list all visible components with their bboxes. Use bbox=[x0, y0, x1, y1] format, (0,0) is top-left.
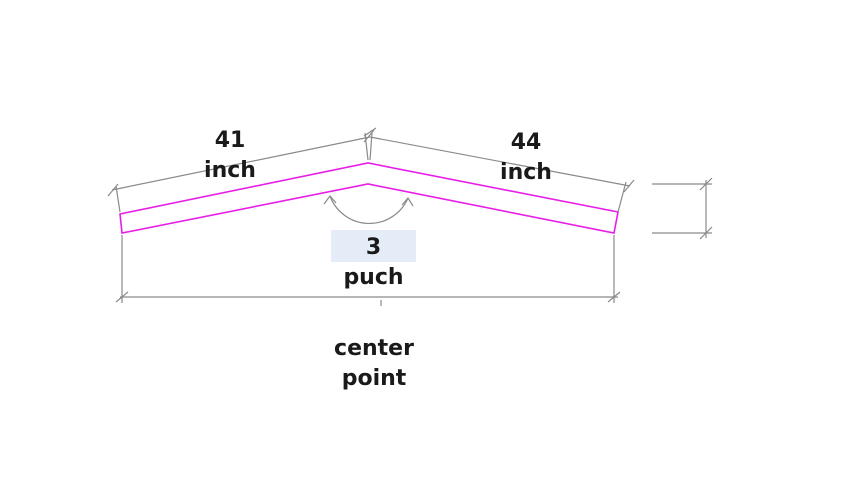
bend-label-highlight bbox=[331, 230, 416, 262]
bend-arc-arrow-left bbox=[323, 195, 337, 205]
bent-part-outline bbox=[119, 162, 619, 234]
right-length-dimension-line bbox=[369, 136, 631, 187]
left-length-dimension-line bbox=[111, 136, 371, 191]
right-length-value: 44 bbox=[510, 130, 542, 155]
left-length-label: 41 inch bbox=[190, 126, 270, 186]
dimension-lines bbox=[107, 127, 713, 306]
center-point-line-2: point bbox=[341, 366, 407, 391]
center-point-line-1: center bbox=[334, 336, 414, 361]
bend-arc-arrow-right bbox=[401, 196, 414, 207]
left-length-value: 41 bbox=[214, 128, 246, 153]
apex-extension-line bbox=[364, 132, 369, 161]
part-outline bbox=[119, 162, 619, 234]
left-length-unit: inch bbox=[204, 158, 256, 183]
right-length-unit: inch bbox=[500, 160, 552, 185]
bend-angle-arc bbox=[329, 195, 409, 225]
center-point-label: center point bbox=[316, 334, 432, 394]
bend-unit: puch bbox=[343, 265, 404, 290]
right-length-label: 44 inch bbox=[486, 128, 566, 188]
bend-value: 3 bbox=[365, 235, 382, 260]
bend-label: 3 puch bbox=[326, 233, 421, 293]
right-extension-line bbox=[617, 181, 627, 213]
left-extension-line bbox=[115, 185, 121, 213]
